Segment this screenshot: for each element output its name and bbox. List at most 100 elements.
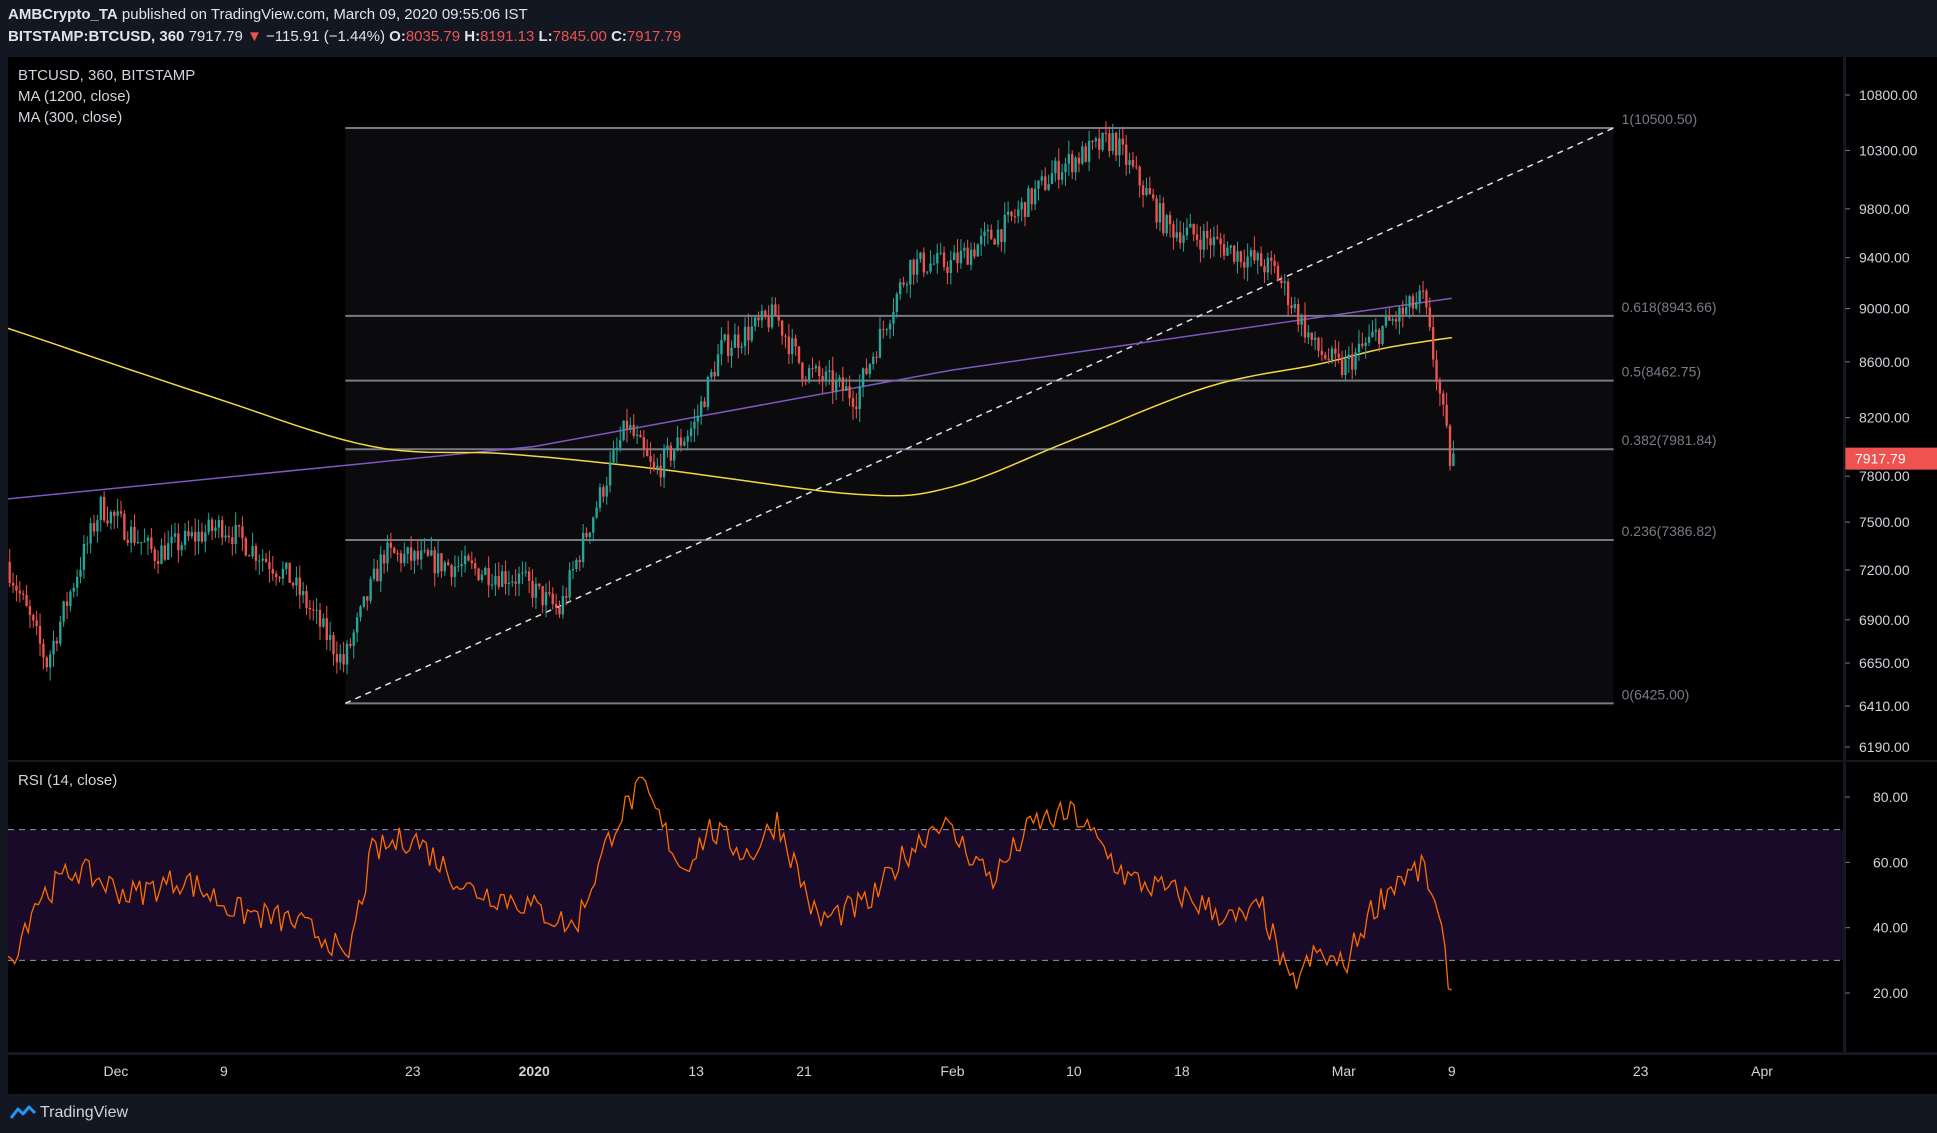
fib-level-label: 0.382(7981.84) <box>1622 432 1717 448</box>
candle-body <box>912 259 915 275</box>
candle-body <box>332 635 335 655</box>
candle-body <box>1313 337 1317 340</box>
candle-body <box>1337 353 1340 358</box>
candle-body <box>878 328 882 358</box>
candle-body <box>733 334 737 348</box>
candle-body <box>1270 257 1273 261</box>
candle-body <box>541 586 544 606</box>
candle-body <box>45 657 48 668</box>
legend-symbol[interactable]: BTCUSD, 360, BITSTAMP <box>18 67 196 84</box>
candle-body <box>686 436 689 442</box>
candle-body <box>274 573 278 578</box>
candle-body <box>224 535 227 538</box>
candle-body <box>561 596 565 615</box>
candle-body <box>301 591 305 596</box>
candle-body <box>1138 166 1141 186</box>
candle-body <box>538 583 541 587</box>
candle-body <box>1118 138 1121 156</box>
candle-body <box>902 282 905 285</box>
low-value: 7845.00 <box>552 28 607 45</box>
candle-body <box>430 550 433 556</box>
candle-body <box>683 441 686 446</box>
candle-body <box>163 545 167 560</box>
candle-body <box>1452 453 1455 466</box>
candle-body <box>113 511 116 516</box>
time-tick-label: 23 <box>1633 1063 1649 1079</box>
candle-body <box>666 445 669 449</box>
footer-brand[interactable]: TradingView <box>40 1104 129 1121</box>
rsi-tick-label: 40.00 <box>1873 920 1908 936</box>
candle-body <box>757 317 760 321</box>
time-axis[interactable]: Dec 9 23 2020 13 21 Feb 10 18 Mar 9 23 Apr <box>8 1053 1937 1094</box>
candle-body <box>521 572 524 574</box>
candle-body <box>335 654 339 663</box>
price-chart[interactable]: 1(10500.50) 0.618(8943.66) 0.5(8462.75) 0.3… <box>7 57 1843 760</box>
candle-body <box>136 542 140 544</box>
fib-level-label: 0.618(8943.66) <box>1622 299 1717 315</box>
candle-body <box>96 520 99 532</box>
rsi-pane[interactable]: RSI (14, close) <box>7 762 1843 1052</box>
candle-body <box>1374 329 1377 332</box>
candle-body <box>291 582 295 586</box>
candle-body <box>797 346 801 363</box>
price-pane[interactable]: 1(10500.50) 0.618(8943.66) 0.5(8462.75) 0.3… <box>7 57 1843 760</box>
candle-body <box>747 326 750 341</box>
rsi-axis[interactable]: 80.00 60.00 40.00 20.00 <box>1844 762 1937 1052</box>
candle-body <box>922 252 925 273</box>
candle-body <box>500 571 504 587</box>
open-label: O: <box>389 28 406 45</box>
ohlc-header: BITSTAMP:BTCUSD, 360 7917.79 ▼ −115.91 (… <box>8 28 681 45</box>
candle-body <box>713 372 716 377</box>
rsi-chart[interactable] <box>7 762 1843 1052</box>
candle-body <box>1168 215 1172 225</box>
candle-body <box>1226 247 1229 256</box>
legend-ma300[interactable]: MA (300, close) <box>18 109 123 126</box>
candle-body <box>770 304 774 328</box>
candle-body <box>753 317 757 327</box>
candle-body <box>1087 140 1091 162</box>
candle-body <box>804 379 807 381</box>
candle-body <box>1054 160 1057 174</box>
candle-body <box>602 487 605 497</box>
candle-body <box>413 551 416 561</box>
candle-body <box>440 553 443 572</box>
candle-body <box>217 520 221 528</box>
candle-body <box>416 551 420 560</box>
candle-body <box>1189 223 1192 228</box>
candle-body <box>109 511 113 524</box>
candle-body <box>129 526 133 543</box>
candle-body <box>281 568 285 579</box>
candle-body <box>82 543 86 570</box>
candle-body <box>1263 266 1266 273</box>
open-value: 8035.79 <box>405 28 461 45</box>
candle-body <box>1108 133 1111 151</box>
candle-body <box>996 229 1000 245</box>
price-tick-label: 9800.00 <box>1859 201 1910 217</box>
author-name[interactable]: AMBCrypto_TA <box>8 6 118 23</box>
price-axis[interactable]: 10800.00 10300.00 9800.00 9400.00 9000.00 860… <box>1844 57 1937 760</box>
candle-body <box>1364 342 1367 346</box>
candle-body <box>1266 257 1270 273</box>
candle-body <box>382 554 386 564</box>
rsi-legend[interactable]: RSI (14, close) <box>18 772 118 789</box>
candle-body <box>909 259 912 285</box>
candle-body <box>406 547 409 554</box>
candle-body <box>801 362 804 380</box>
low-label: L: <box>538 28 553 45</box>
legend-ma1200[interactable]: MA (1200, close) <box>18 88 131 105</box>
candle-body <box>133 526 136 543</box>
candle-body <box>1152 194 1155 199</box>
candle-body <box>828 370 831 372</box>
candle-body <box>173 533 177 537</box>
candle-body <box>156 560 160 564</box>
candle-body <box>760 310 764 321</box>
candle-body <box>1091 140 1094 142</box>
candle-body <box>1431 327 1435 360</box>
candle-body <box>939 252 942 254</box>
candle-body <box>936 253 939 264</box>
candle-body <box>1202 231 1205 250</box>
candle-body <box>973 249 976 257</box>
candle-body <box>622 420 625 441</box>
candle-body <box>1050 173 1054 184</box>
candle-body <box>1104 132 1108 134</box>
